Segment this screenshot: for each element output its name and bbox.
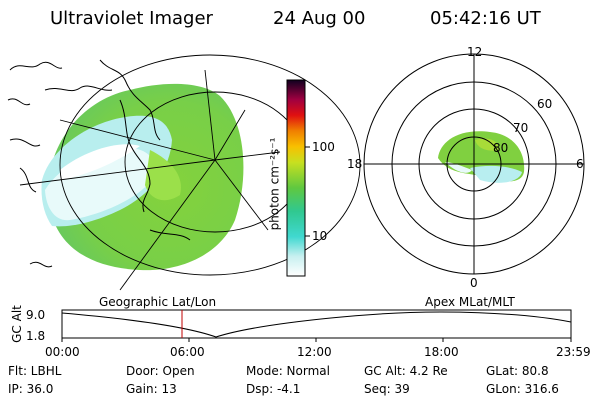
altitude-ytick-low: 1.8	[26, 329, 46, 343]
geographic-image	[7, 54, 361, 291]
altitude-xtick: 23:59	[556, 345, 591, 359]
info-seq: Seq: 39	[364, 382, 410, 396]
mlt-label-0: 0	[470, 276, 478, 290]
info-glat: GLat: 80.8	[486, 364, 549, 378]
altitude-xtick: 00:00	[45, 345, 80, 359]
altitude-chart	[61, 309, 572, 342]
polar-plot	[363, 53, 585, 275]
time-label: 05:42:16 UT	[430, 8, 541, 29]
info-gain: Gain: 13	[126, 382, 177, 396]
mlt-label-18: 18	[347, 157, 363, 171]
colorbar-unit-label: photon cm⁻²s⁻¹	[267, 137, 282, 231]
date-label: 24 Aug 00	[273, 8, 366, 29]
colorbar-tick-100: 100	[312, 140, 335, 154]
altitude-xtick: 18:00	[424, 345, 459, 359]
lat-label-70: 70	[513, 121, 529, 135]
colorbar-tick-10: 10	[312, 229, 328, 243]
color-bar	[286, 79, 310, 277]
instrument-title: Ultraviolet Imager	[50, 8, 213, 29]
altitude-xtick: 12:00	[297, 345, 332, 359]
mlt-label-12: 12	[467, 45, 483, 59]
info-door: Door: Open	[126, 364, 195, 378]
lat-label-80: 80	[493, 141, 509, 155]
info-dsp: Dsp: -4.1	[246, 382, 301, 396]
info-filter: Flt: LBHL	[8, 364, 62, 378]
mlt-label-6: 6	[576, 157, 584, 171]
altitude-ylabel: GC Alt	[9, 305, 24, 343]
info-mode: Mode: Normal	[246, 364, 330, 378]
info-gc-alt: GC Alt: 4.2 Re	[364, 364, 448, 378]
info-ip: IP: 36.0	[8, 382, 54, 396]
geographic-label: Geographic Lat/Lon	[99, 295, 217, 309]
apex-label: Apex MLat/MLT	[425, 295, 515, 309]
lat-label-60: 60	[537, 97, 553, 111]
info-glon: GLon: 316.6	[486, 382, 559, 396]
altitude-ytick-high: 9.0	[26, 308, 46, 322]
altitude-xtick: 06:00	[170, 345, 205, 359]
